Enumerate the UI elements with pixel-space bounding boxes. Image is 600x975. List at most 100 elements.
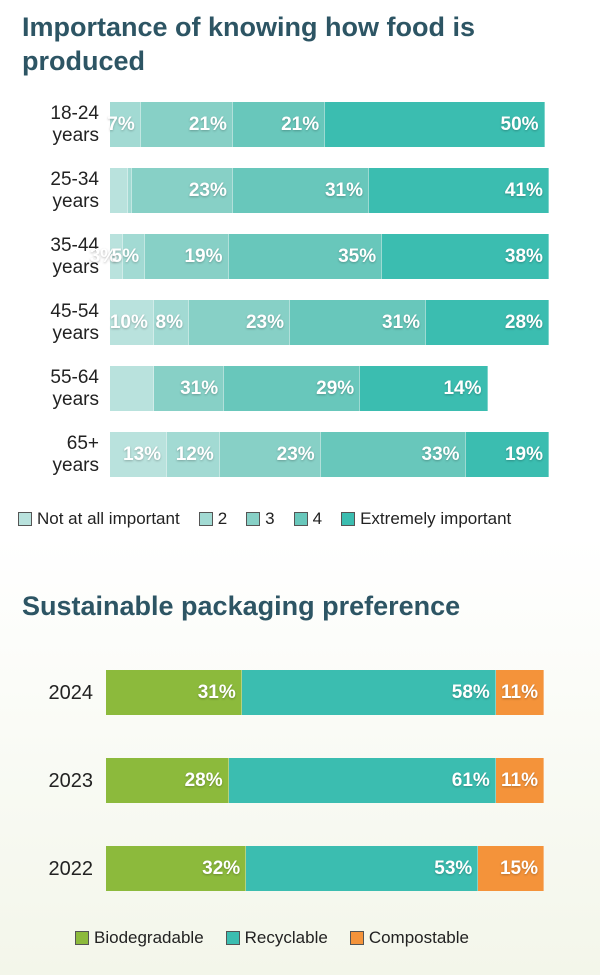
legend-swatch — [225, 931, 240, 945]
bar-segment: 61% — [228, 758, 496, 803]
data-label: 19% — [184, 245, 223, 267]
data-label: 58% — [451, 681, 490, 703]
bar-segment: 29% — [224, 366, 361, 411]
category-label: 2024 — [48, 681, 94, 704]
data-label: 50% — [500, 113, 539, 135]
category-label: 18-24 years — [50, 103, 99, 146]
legend-item: Compostable — [349, 928, 469, 948]
bar-segment: 28% — [106, 758, 229, 803]
bar-segment: 38% — [382, 234, 549, 279]
data-label: 28% — [504, 311, 543, 333]
data-label: 61% — [451, 769, 490, 791]
bar-segment: 10% — [110, 300, 154, 345]
legend-swatch — [293, 512, 308, 526]
bar-segment: 31% — [153, 366, 225, 411]
data-label: 31% — [180, 377, 219, 399]
chart2-legend: Biodegradable Recyclable Compostable — [75, 928, 491, 948]
category-label: 45-54 years — [50, 301, 99, 344]
data-label: 3% — [89, 245, 118, 267]
category-label: 55-64 years — [50, 367, 99, 410]
bar-segment: 31% — [106, 670, 242, 715]
bar-segment: 19% — [465, 432, 549, 477]
legend-item: Recyclable — [225, 928, 328, 948]
data-label: 11% — [500, 769, 538, 791]
bar-segment — [127, 168, 132, 213]
legend-item: Not at all important — [18, 509, 180, 529]
data-label: 38% — [504, 245, 543, 267]
chart1-legend: Not at all important 2 3 4 Extremely importa… — [18, 509, 530, 529]
chart1-title: Importance of knowing how food is produc… — [22, 12, 475, 76]
bar-segment: 21% — [232, 102, 326, 147]
bar-row: 31% 58% 11% — [106, 670, 544, 715]
bar-segment: 53% — [246, 846, 479, 891]
bar-row: 28% 61% 11% — [106, 758, 544, 803]
data-label: 12% — [175, 443, 214, 465]
bar-segment: 11% — [495, 670, 544, 715]
data-label: 21% — [281, 113, 320, 135]
data-label: 23% — [276, 443, 315, 465]
bar-segment: 3% — [90, 234, 124, 279]
data-label: 14% — [443, 377, 482, 399]
bar-segment: 19% — [145, 234, 229, 279]
legend-swatch — [75, 931, 89, 945]
legend-label: Extremely important — [360, 509, 512, 528]
bar-segment: 35% — [228, 234, 383, 279]
legend-swatch — [18, 512, 32, 526]
bar-segment: 8% — [153, 300, 189, 345]
data-label: 32% — [202, 857, 241, 879]
legend-label: 2 — [217, 509, 228, 528]
data-label: 8% — [155, 311, 183, 333]
data-label: 11% — [500, 681, 538, 703]
bar-segment: 5% — [112, 234, 146, 279]
category-label: 2022 — [48, 857, 94, 880]
data-label: 31% — [382, 311, 421, 333]
category-label: 65+ years — [52, 433, 99, 476]
bar-segment — [110, 168, 128, 213]
bar-row: 13% 12% 23% 33% 19% — [110, 432, 549, 477]
bar-segment: 12% — [167, 432, 220, 477]
legend-label: 4 — [312, 509, 323, 528]
data-label: 13% — [123, 443, 162, 465]
data-label: 35% — [338, 245, 377, 267]
legend-label: Recyclable — [244, 928, 328, 947]
category-label: 2023 — [48, 769, 94, 792]
legend-item: 3 — [246, 509, 275, 529]
bar-segment: 7% — [107, 102, 141, 147]
data-label: 21% — [188, 113, 227, 135]
data-label: 23% — [245, 311, 284, 333]
bar-row: 10% 8% 23% 31% 28% — [110, 300, 549, 345]
bar-row: 3% 5% 19% 35% 38% — [90, 234, 549, 279]
legend-label: 3 — [265, 509, 275, 528]
legend-item: Biodegradable — [75, 928, 204, 948]
legend-item: 4 — [293, 509, 323, 529]
bar-segment: 31% — [232, 168, 369, 213]
data-label: 5% — [111, 245, 140, 267]
bar-segment: 23% — [189, 300, 290, 345]
bar-segment: 13% — [110, 432, 168, 477]
data-label: 23% — [188, 179, 227, 201]
bar-segment: 32% — [106, 846, 247, 891]
legend-item: Extremely important — [341, 509, 511, 529]
legend-label: Biodegradable — [94, 928, 204, 947]
legend-swatch — [198, 512, 213, 526]
data-label: 10% — [109, 311, 148, 333]
bar-segment: 28% — [426, 300, 549, 345]
data-label: 7% — [107, 113, 135, 135]
bar-row: 32% 53% 15% — [106, 846, 544, 891]
data-label: 28% — [184, 769, 223, 791]
data-label: 15% — [499, 857, 538, 879]
data-label: 33% — [421, 443, 460, 465]
bar-row: 7% 21% 21% 50% — [107, 102, 545, 147]
bar-segment: 15% — [478, 846, 544, 891]
bar-row: 31% 29% 14% — [110, 366, 488, 411]
bar-segment: 23% — [219, 432, 321, 477]
legend-label: Compostable — [368, 928, 469, 947]
bar-segment: 50% — [325, 102, 545, 147]
bar-segment: 21% — [140, 102, 233, 147]
legend-swatch — [349, 931, 364, 945]
bar-segment: 33% — [320, 432, 466, 477]
legend-label: Not at all important — [37, 509, 180, 528]
bar-segment: 14% — [360, 366, 488, 411]
legend-swatch — [246, 512, 261, 526]
bar-row: 23% 31% 41% — [110, 168, 549, 213]
